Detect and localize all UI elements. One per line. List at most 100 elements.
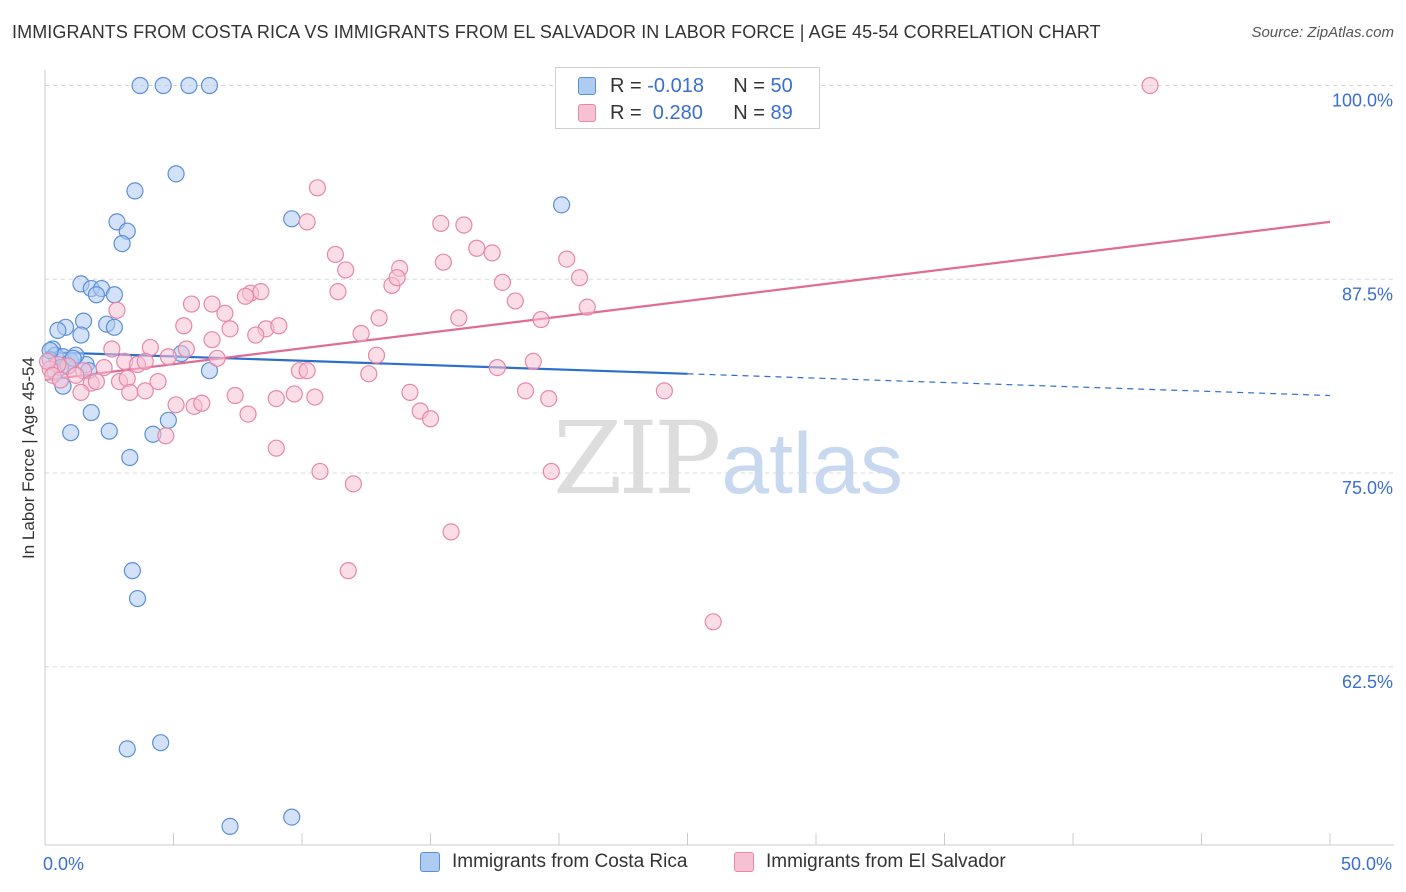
y-tick-label: 100.0% (1332, 91, 1393, 111)
el-salvador-point (216, 304, 234, 322)
el-salvador-point (570, 269, 589, 287)
el-salvador-point (442, 523, 460, 541)
el-salvador-point (326, 245, 345, 264)
costa-rica-point (152, 734, 170, 752)
legend-label: Immigrants from El Salvador (766, 851, 1006, 872)
el-salvador-point (51, 371, 70, 389)
el-salvador-point (516, 382, 535, 400)
el-salvador-point (236, 287, 255, 305)
el-salvador-point (450, 309, 468, 327)
source-credit: Source: ZipAtlas.com (1251, 24, 1394, 41)
legend-item-costa-rica[interactable]: Immigrants from Costa Rica (420, 851, 687, 873)
el-salvador-point (175, 317, 193, 335)
el-salvador-point (401, 383, 419, 401)
el-salvador-point (221, 320, 239, 338)
n-label: N = (733, 101, 771, 124)
legend-swatch-blue (578, 77, 596, 95)
el-salvador-point (285, 385, 303, 403)
el-salvador-point (87, 372, 106, 391)
y-tick-labels: 100.0% 87.5% 75.0% 62.5% (1332, 91, 1393, 692)
costa-rica-point (87, 286, 106, 304)
el-salvador-point (493, 273, 512, 291)
el-salvador-point (1141, 76, 1159, 95)
el-salvador-point (159, 348, 177, 366)
el-salvador-point (67, 366, 85, 384)
r-label: R = (610, 101, 648, 124)
el-salvador-point (432, 214, 450, 233)
x-tick-label: 50.0% (1341, 854, 1392, 874)
costa-rica-point (72, 326, 90, 344)
el-salvador-point (298, 213, 316, 231)
x-tick-labels: 0.0% 50.0% (43, 854, 1392, 874)
el-salvador-point (193, 394, 211, 412)
el-salvador-point (367, 346, 386, 364)
el-salvador-point (267, 390, 285, 408)
costa-rica-point (74, 312, 93, 330)
el-salvador-point (704, 613, 722, 631)
y-tick-label: 62.5% (1342, 672, 1393, 692)
el-salvador-point (177, 340, 195, 358)
el-salvador-point (370, 309, 388, 327)
data-points (38, 76, 1159, 836)
el-salvador-point (270, 317, 288, 335)
costa-rica-point (283, 808, 301, 826)
legend-label: Immigrants from Costa Rica (452, 851, 688, 872)
r-label: R = (610, 74, 648, 97)
el-salvador-point (167, 396, 185, 414)
el-salvador-point (252, 283, 270, 301)
stats-legend: R = -0.018 N = 50 R = 0.280 N = 89 (555, 67, 820, 129)
costa-rica-point (180, 76, 198, 95)
el-salvador-point (352, 324, 370, 343)
costa-rica-point (123, 562, 141, 580)
x-ticks (44, 833, 1331, 845)
legend-item-el-salvador[interactable]: Immigrants from El Salvador (734, 851, 1006, 873)
el-salvador-point (118, 369, 136, 388)
el-salvador-point (655, 382, 673, 400)
el-salvador-point (524, 352, 542, 370)
costa-rica-point (49, 321, 67, 339)
grid-lines (45, 85, 1394, 668)
n-value: 50 (770, 74, 793, 97)
chart-title: IMMIGRANTS FROM COSTA RICA VS IMMIGRANTS… (12, 22, 1101, 42)
el-salvador-point (455, 216, 473, 234)
el-salvador-point (360, 365, 378, 383)
costa-rica-point (105, 286, 123, 304)
costa-rica-point (126, 182, 144, 200)
el-salvador-point (506, 292, 524, 310)
el-salvador-point (157, 427, 175, 445)
el-salvador-point (267, 439, 285, 457)
el-salvador-point (344, 475, 362, 493)
el-salvador-point (95, 359, 113, 377)
costa-rica-point (167, 165, 185, 183)
el-salvador-point (421, 410, 440, 428)
costa-rica-point (82, 403, 100, 422)
el-salvador-point (103, 340, 121, 358)
el-salvador-point (136, 352, 154, 370)
el-salvador-point (434, 253, 452, 271)
costa-rica-point (105, 318, 123, 336)
el-salvador-point (329, 283, 347, 301)
el-salvador-point (182, 295, 201, 313)
el-salvador-point (121, 383, 139, 401)
axes (44, 70, 1394, 846)
costa-rica-point (131, 76, 149, 95)
el-salvador-point (149, 372, 167, 391)
n-value: 89 (770, 101, 793, 124)
legend-swatch-pink (578, 104, 596, 122)
el-salvador-point (308, 179, 327, 197)
costa-rica-point (221, 817, 239, 836)
costa-rica-point (113, 235, 131, 253)
el-salvador-point (306, 388, 324, 406)
el-salvador-point (311, 462, 329, 481)
el-salvador-point (108, 301, 126, 319)
el-salvador-point (468, 239, 486, 257)
costa-rica-point (121, 448, 139, 467)
el-salvador-point (532, 310, 550, 329)
y-tick-label: 87.5% (1342, 284, 1393, 304)
el-salvador-point (203, 331, 221, 349)
el-salvador-point (208, 349, 226, 367)
r-value: 0.280 (647, 101, 703, 124)
costa-rica-point (200, 76, 219, 95)
n-label: N = (733, 74, 771, 97)
